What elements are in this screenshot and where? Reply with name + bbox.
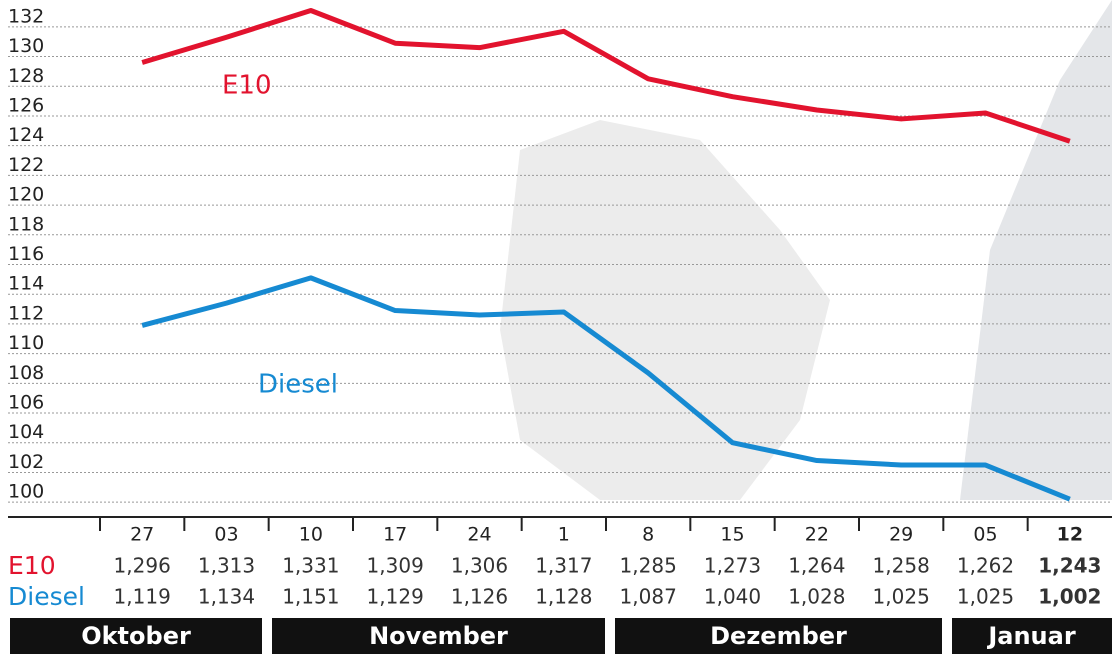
legend-label: Diesel — [8, 582, 85, 611]
value-label: 1,119 — [114, 585, 171, 609]
series-label: E10 — [222, 71, 272, 101]
x-tick-label: 10 — [299, 524, 323, 546]
value-label: 1,128 — [535, 585, 592, 609]
value-label: 1,258 — [873, 554, 930, 578]
month-label: Januar — [986, 622, 1075, 650]
x-tick-label: 24 — [467, 524, 491, 546]
value-label: 1,025 — [873, 585, 930, 609]
value-label: 1,025 — [957, 585, 1014, 609]
x-tick-label: 12 — [1057, 524, 1083, 546]
value-label: 1,273 — [704, 554, 761, 578]
month-label: Oktober — [81, 622, 191, 650]
x-tick-label: 29 — [889, 524, 913, 546]
y-tick-label: 118 — [8, 213, 44, 235]
y-tick-label: 122 — [8, 154, 44, 176]
y-tick-label: 102 — [8, 451, 44, 473]
y-tick-label: 104 — [8, 421, 44, 443]
x-tick-label: 27 — [130, 524, 154, 546]
x-tick-label: 17 — [383, 524, 407, 546]
x-tick-label: 05 — [973, 524, 997, 546]
y-tick-label: 112 — [8, 302, 44, 324]
y-tick-label: 108 — [8, 362, 44, 384]
y-tick-label: 116 — [8, 243, 44, 265]
value-label: 1,285 — [620, 554, 677, 578]
value-label: 1,087 — [620, 585, 677, 609]
value-label: 1,002 — [1038, 585, 1101, 609]
y-tick-label: 110 — [8, 332, 44, 354]
y-tick-label: 128 — [8, 65, 44, 87]
y-tick-label: 126 — [8, 94, 44, 116]
value-label: 1,134 — [198, 585, 255, 609]
value-label: 1,126 — [451, 585, 508, 609]
value-label: 1,331 — [282, 554, 339, 578]
x-tick-label: 1 — [558, 524, 570, 546]
month-label: November — [369, 622, 508, 650]
chart: 1001021041061081101121141161181201221241… — [0, 0, 1112, 656]
value-label: 1,040 — [704, 585, 761, 609]
value-label: 1,296 — [114, 554, 171, 578]
x-tick-label: 22 — [805, 524, 829, 546]
legend-label: E10 — [8, 551, 56, 580]
value-label: 1,309 — [367, 554, 424, 578]
series-label: Diesel — [258, 370, 338, 400]
value-label: 1,317 — [535, 554, 592, 578]
value-label: 1,243 — [1038, 554, 1101, 578]
y-tick-label: 106 — [8, 392, 44, 414]
y-tick-label: 130 — [8, 35, 44, 57]
value-label: 1,129 — [367, 585, 424, 609]
value-label: 1,262 — [957, 554, 1014, 578]
value-label: 1,151 — [282, 585, 339, 609]
value-label: 1,264 — [788, 554, 845, 578]
x-tick-label: 8 — [642, 524, 654, 546]
y-tick-label: 120 — [8, 184, 44, 206]
value-label: 1,028 — [788, 585, 845, 609]
y-tick-label: 114 — [8, 273, 44, 295]
value-label: 1,313 — [198, 554, 255, 578]
x-tick-label: 15 — [720, 524, 744, 546]
month-label: Dezember — [710, 622, 847, 650]
value-label: 1,306 — [451, 554, 508, 578]
y-tick-label: 124 — [8, 124, 44, 146]
y-tick-label: 132 — [8, 5, 44, 27]
y-tick-label: 100 — [8, 481, 44, 503]
x-tick-label: 03 — [214, 524, 238, 546]
